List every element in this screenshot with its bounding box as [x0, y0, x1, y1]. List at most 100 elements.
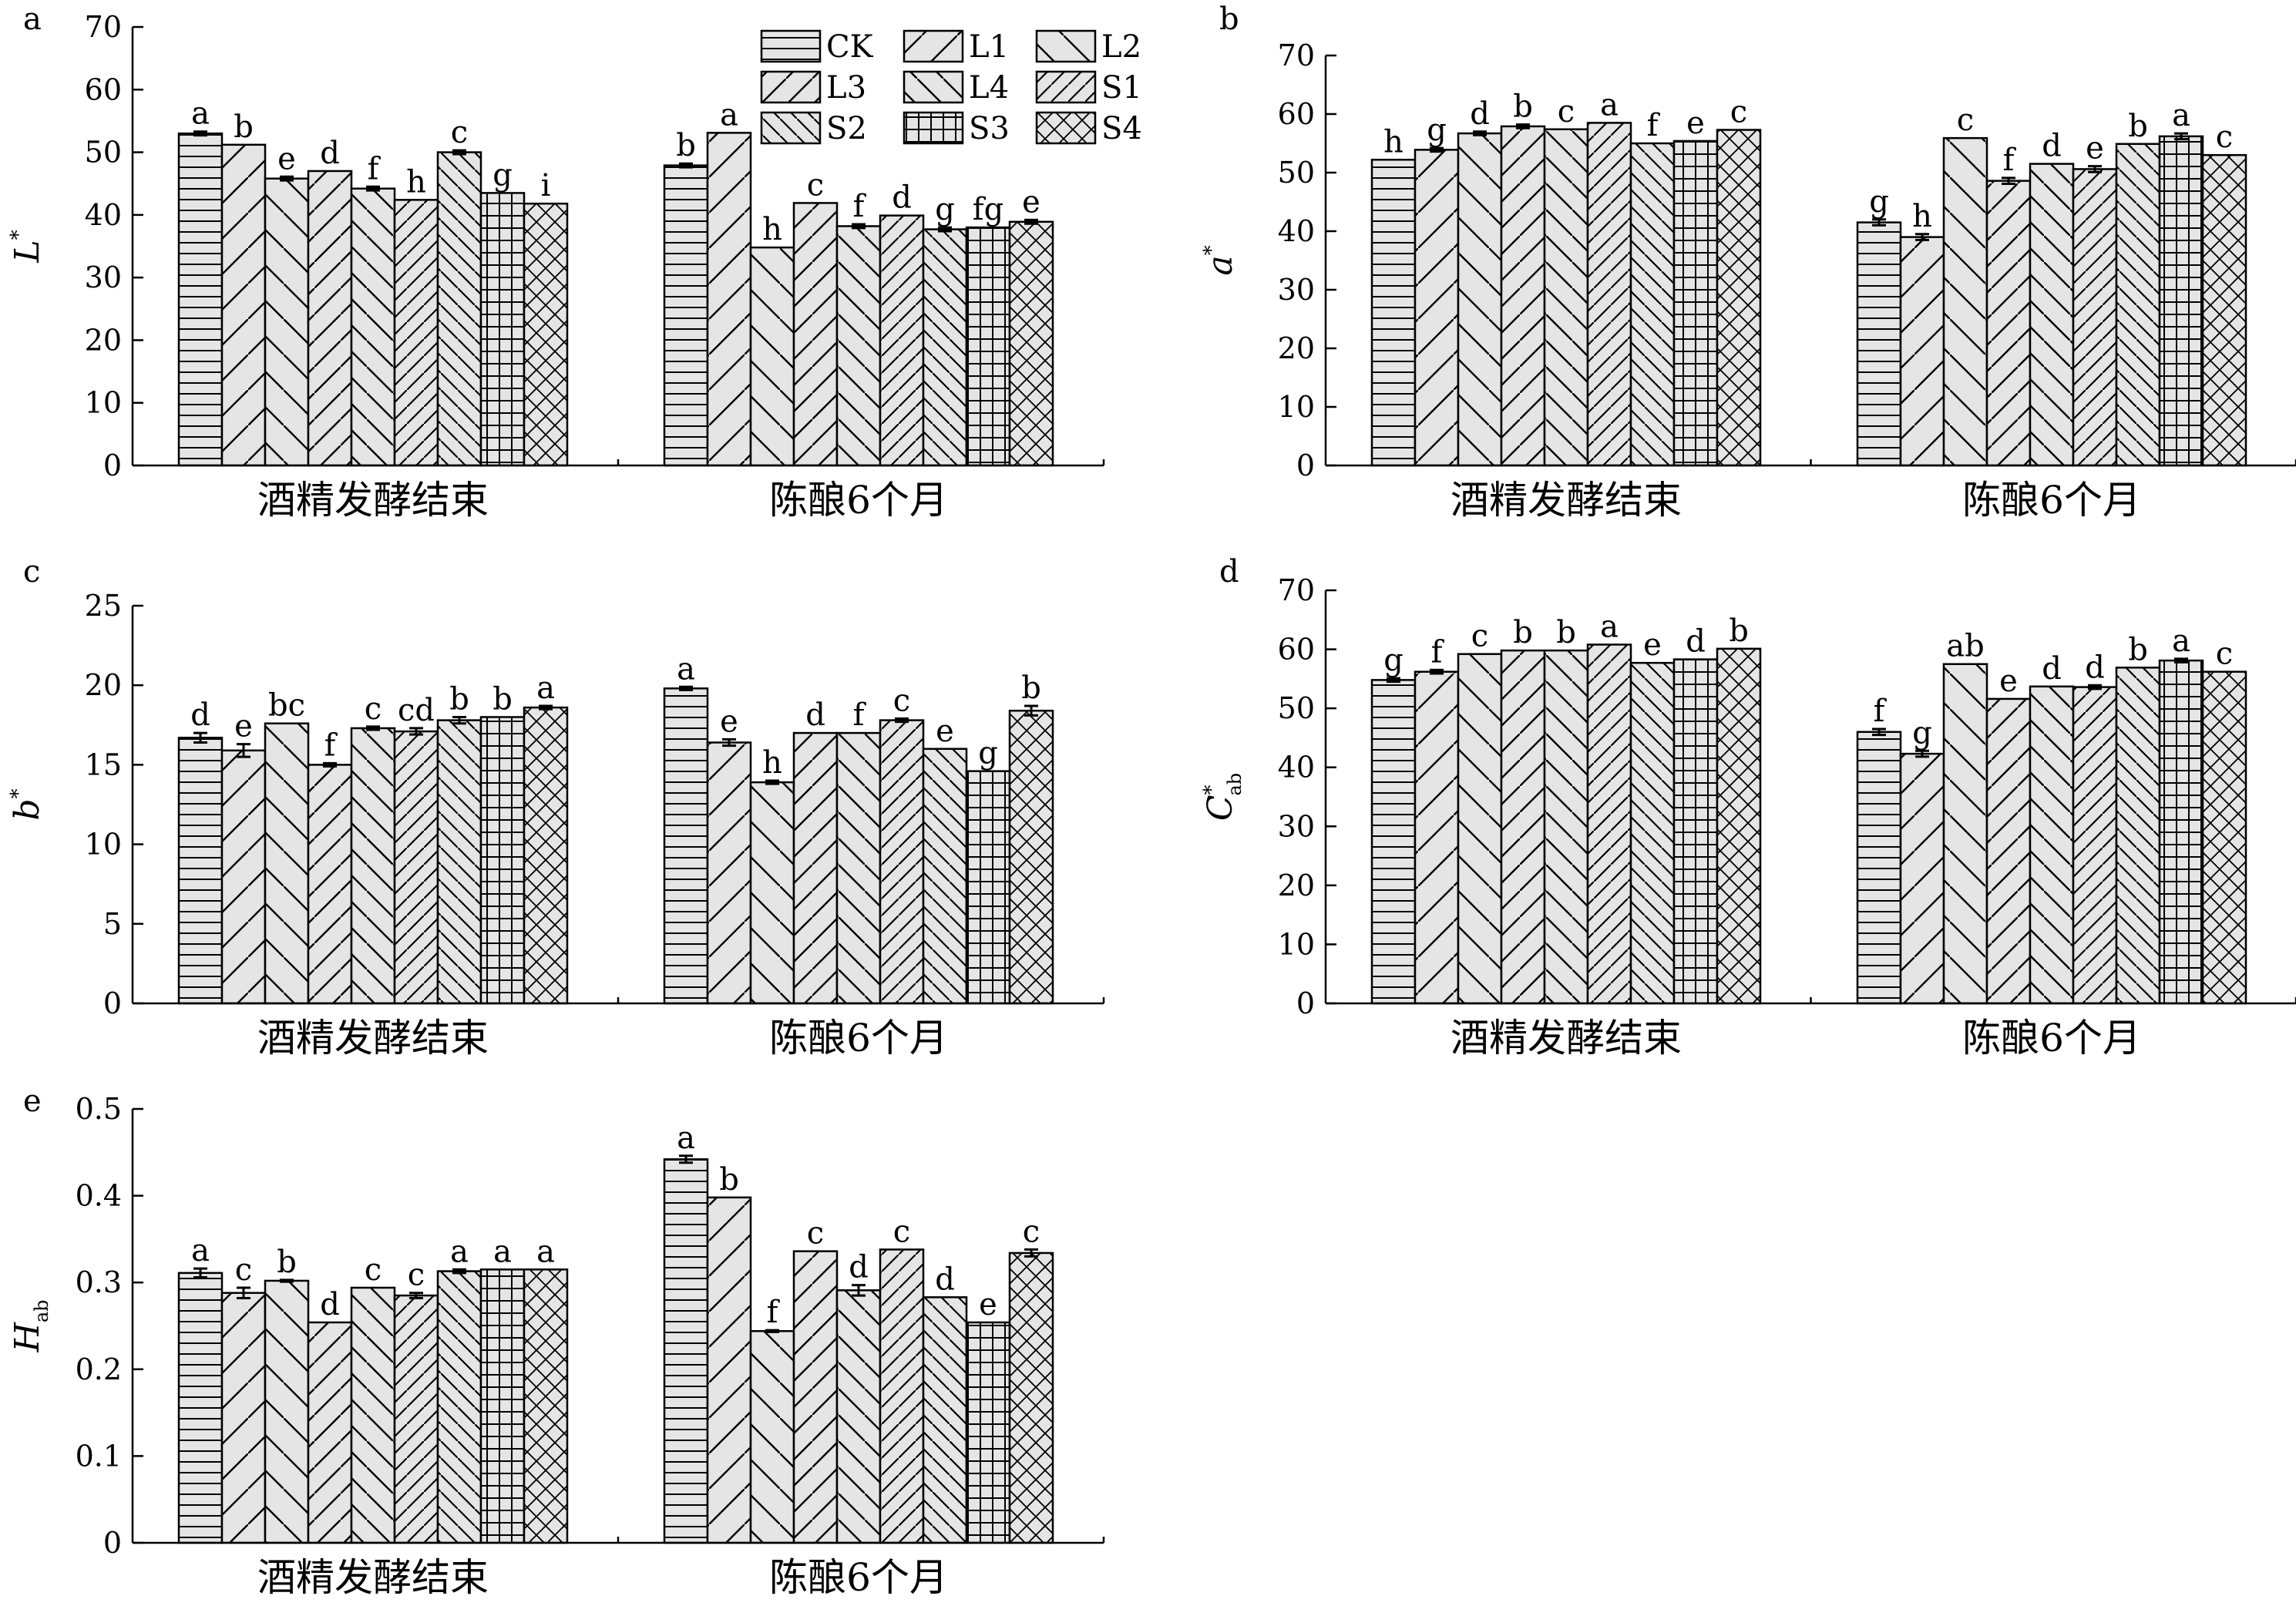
- bar-e-ck-cat2: [663, 1158, 709, 1544]
- bar-b-ck-cat2: [1856, 221, 1902, 467]
- significance-label: c: [893, 684, 910, 719]
- significance-label: d: [935, 1262, 955, 1297]
- legend-label-l3: L3: [826, 70, 866, 106]
- significance-label: e: [979, 1287, 997, 1322]
- bar-b-s4-cat1: [1716, 129, 1762, 467]
- bar-e-l1-cat2: [706, 1196, 752, 1544]
- panel-b: hgghd cbfcdaef be acc010203040506070酒精发酵结束陈…: [1200, 2, 2296, 522]
- bar-c-ck-cat1: [177, 737, 224, 1005]
- y-tick-label: 40: [1278, 751, 1315, 785]
- significance-label: f: [1431, 634, 1445, 670]
- significance-label: f: [1647, 108, 1661, 143]
- bar-b-l2-cat2: [1942, 136, 1988, 467]
- bar-e-l2-cat1: [264, 1279, 310, 1544]
- significance-label: g: [935, 192, 955, 227]
- y-axis-label-sub: ab: [1224, 773, 1245, 796]
- bar-e-l3-cat2: [792, 1250, 839, 1544]
- legend-swatch-ck: [760, 29, 822, 63]
- y-tick-label: 10: [1278, 390, 1315, 424]
- bar-b-s2-cat1: [1629, 142, 1676, 467]
- bar-c-ck-cat2: [663, 687, 709, 1005]
- legend-swatch-l3: [760, 70, 822, 104]
- bar-b-s4-cat2: [2201, 153, 2247, 467]
- bar-b-l1-cat1: [1414, 149, 1460, 467]
- significance-label: g: [978, 736, 998, 771]
- y-axis-label: Hab: [8, 1299, 52, 1352]
- bar-c-l3-cat2: [792, 731, 839, 1005]
- y-axis-label: a*: [1200, 245, 1240, 275]
- significance-label: d: [849, 1250, 869, 1285]
- significance-label: e: [720, 704, 738, 739]
- legend-label-l2: L2: [1101, 29, 1141, 65]
- bar-d-s3-cat1: [1672, 658, 1719, 1005]
- y-tick-label: 0: [103, 986, 122, 1020]
- bar-c-s3-cat2: [965, 770, 1011, 1005]
- y-tick-label: 5: [103, 907, 122, 941]
- bar-e-l3-cat1: [307, 1321, 353, 1544]
- y-axis-label-sub: ab: [31, 1299, 52, 1322]
- y-tick-label: 20: [1278, 331, 1315, 365]
- significance-label: b: [449, 681, 469, 717]
- y-tick-label: 50: [1278, 156, 1315, 190]
- category-label-1: 酒精发酵结束: [257, 1555, 489, 1600]
- bar-e-s3-cat2: [965, 1321, 1011, 1544]
- y-tick-label: 25: [85, 589, 122, 623]
- y-tick-label: 70: [85, 10, 122, 44]
- y-tick-label: 20: [1278, 869, 1315, 902]
- significance-label: f: [1874, 694, 1888, 729]
- bar-c-s2-cat2: [922, 748, 968, 1005]
- legend-label-s4: S4: [1101, 111, 1142, 146]
- significance-label: h: [406, 164, 426, 200]
- y-axis-label-sup: *: [1200, 245, 1223, 255]
- legend: CK L1 L2 L3 L4 S1 S2 S3 S4: [760, 29, 1142, 146]
- legend-swatch-l2: [1035, 29, 1097, 63]
- y-axis-label: C*ab: [1200, 773, 1245, 821]
- significance-label: c: [235, 1252, 252, 1288]
- significance-label: f: [853, 189, 867, 224]
- significance-label: a: [191, 1233, 210, 1268]
- significance-label: g: [492, 157, 513, 193]
- significance-label: b: [2128, 632, 2148, 667]
- significance-label: e: [1022, 184, 1040, 220]
- bar-b-s3-cat2: [2158, 135, 2204, 467]
- significance-label: c: [807, 167, 824, 203]
- significance-label: d: [1470, 96, 1490, 132]
- significance-label: e: [1999, 664, 2018, 699]
- legend-label-s3: S3: [969, 111, 1010, 146]
- panel-letter: c: [23, 554, 40, 590]
- significance-label: b: [277, 1245, 297, 1280]
- bar-a-s3-cat2: [965, 226, 1011, 467]
- y-axis-label-sup: *: [1200, 785, 1223, 795]
- bar-a-s2-cat2: [922, 228, 968, 467]
- bar-b-s1-cat1: [1586, 122, 1632, 467]
- bar-a-l1-cat1: [220, 143, 267, 467]
- significance-label: c: [2216, 637, 2233, 672]
- bar-b-s2-cat2: [2115, 143, 2161, 467]
- significance-label: b: [719, 1162, 739, 1198]
- bar-a-s1-cat2: [879, 214, 925, 467]
- bar-c-s1-cat2: [879, 719, 925, 1005]
- legend-swatch-s2: [760, 111, 822, 145]
- significance-label: a: [536, 670, 555, 706]
- y-tick-label: 0: [1296, 986, 1315, 1020]
- bar-b-l3-cat2: [1985, 180, 2032, 467]
- legend-swatch-s3: [903, 111, 964, 145]
- y-tick-label: 70: [1278, 573, 1315, 607]
- bar-a-ck-cat1: [177, 132, 224, 467]
- category-label-2: 陈酿6个月: [769, 478, 948, 522]
- y-axis-label-sup: *: [7, 788, 30, 798]
- legend-swatch-l4: [903, 70, 964, 104]
- significance-label: f: [324, 727, 338, 763]
- panel-letter: b: [1219, 2, 1239, 37]
- y-axis-label-sup: *: [7, 230, 30, 240]
- significance-label: f: [853, 697, 867, 733]
- significance-label: b: [1729, 613, 1749, 649]
- bar-e-l2-cat2: [749, 1330, 795, 1544]
- category-label-1: 酒精发酵结束: [1451, 478, 1682, 522]
- bar-a-ck-cat2: [663, 164, 709, 467]
- category-label-2: 陈酿6个月: [769, 1555, 948, 1600]
- significance-label: c: [1730, 95, 1747, 130]
- significance-label: e: [1686, 106, 1705, 141]
